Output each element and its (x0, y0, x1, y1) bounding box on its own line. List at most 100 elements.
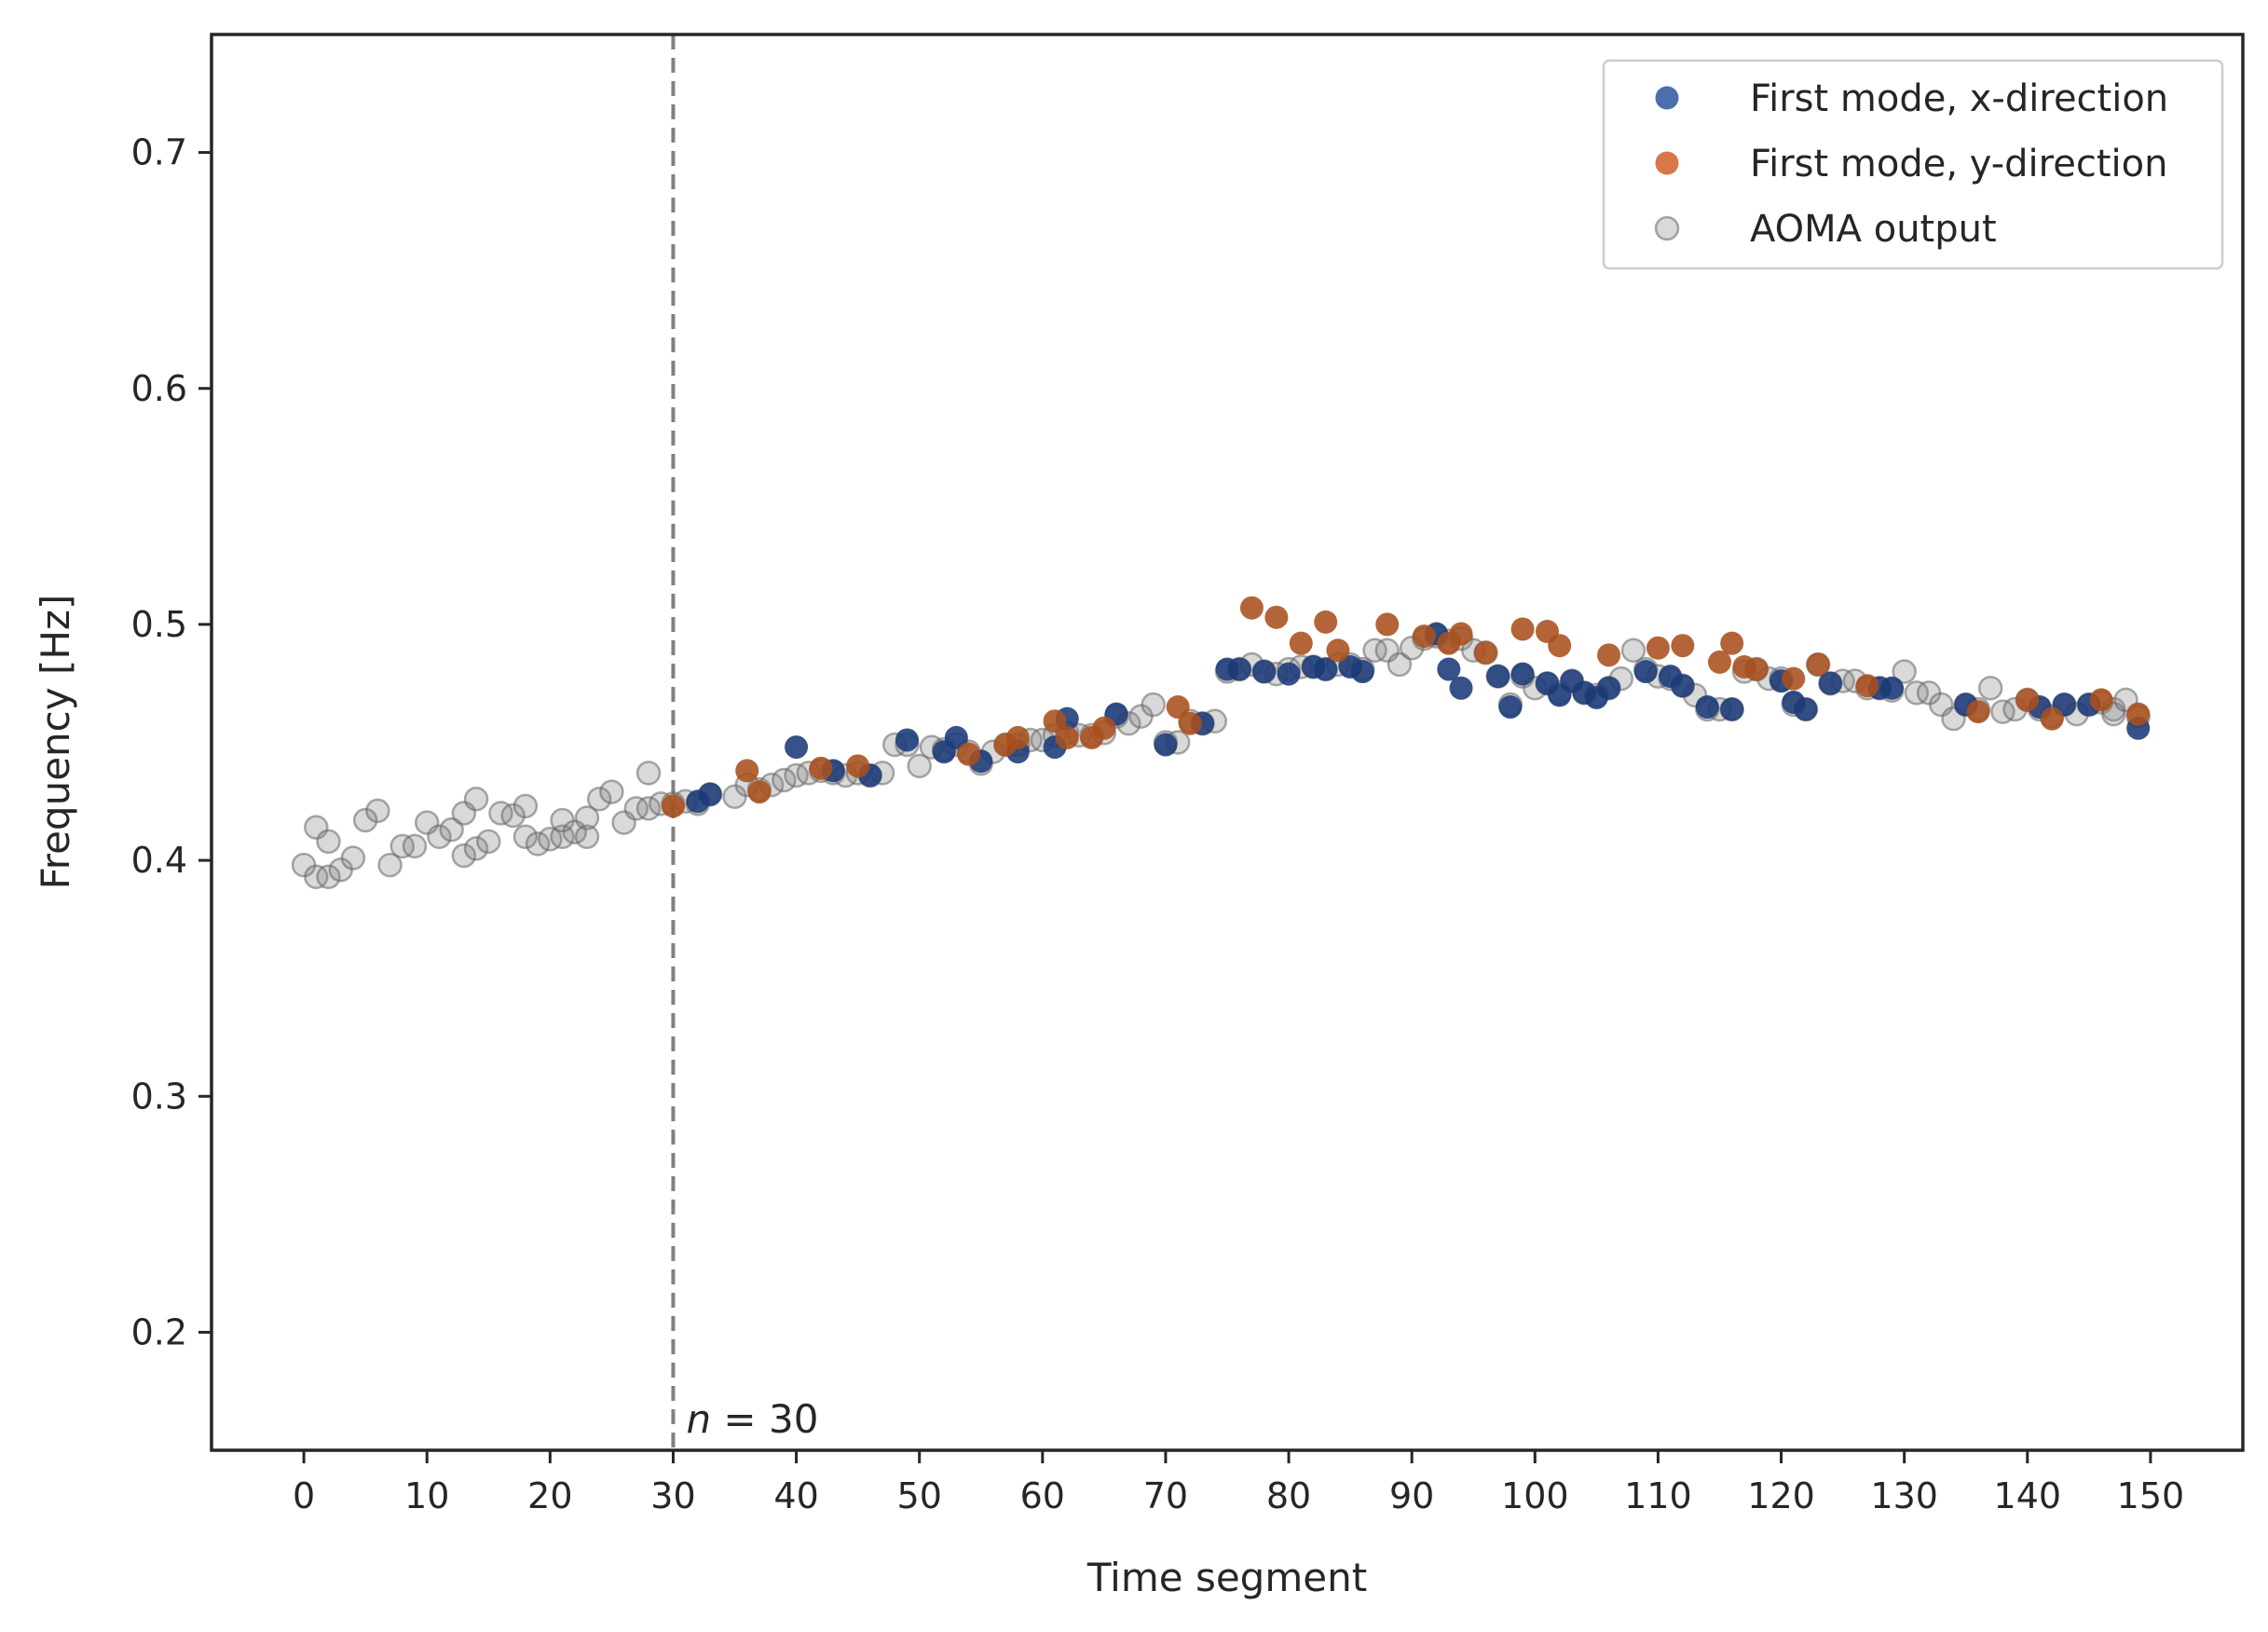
x-axis-title: Time segment (1086, 1555, 1367, 1600)
point-first-mode-y-direction (2015, 688, 2040, 712)
y-tick-label: 0.3 (131, 1076, 187, 1117)
x-tick-label: 100 (1501, 1475, 1569, 1516)
point-first-mode-x-direction (1350, 660, 1374, 684)
x-tick-label: 120 (1747, 1475, 1815, 1516)
point-first-mode-x-direction (1252, 660, 1277, 684)
point-first-mode-y-direction (1239, 596, 1264, 620)
point-first-mode-x-direction (1314, 657, 1338, 681)
x-tick-label: 110 (1624, 1475, 1692, 1516)
x-tick-label: 20 (527, 1475, 572, 1516)
x-tick-label: 130 (1870, 1475, 1938, 1516)
point-first-mode-x-direction (1720, 697, 1744, 721)
point-first-mode-y-direction (1314, 610, 1338, 634)
point-aoma-output (439, 816, 464, 843)
data-points (291, 596, 2151, 890)
point-aoma-output (1977, 676, 2003, 701)
point-aoma-output (599, 779, 624, 804)
point-first-mode-y-direction (809, 756, 833, 780)
point-first-mode-x-direction (1449, 676, 1473, 700)
point-aoma-output (340, 845, 366, 871)
legend: First mode, x-direction First mode, y-dir… (1602, 59, 2224, 270)
point-aoma-output (352, 807, 378, 833)
x-tick-label: 0 (293, 1475, 315, 1516)
legend-label: AOMA output (1750, 208, 1997, 251)
point-aoma-output (1620, 638, 1646, 664)
point-aoma-output (451, 843, 477, 869)
x-tick-label: 150 (2117, 1475, 2185, 1516)
point-first-mode-y-direction (1043, 709, 1067, 734)
point-first-mode-x-direction (1154, 733, 1178, 757)
point-first-mode-x-direction (1695, 695, 1719, 720)
point-aoma-output (476, 829, 501, 855)
plot-area (212, 34, 2243, 1450)
point-first-mode-y-direction (1178, 711, 1202, 735)
point-first-mode-y-direction (1473, 640, 1497, 665)
x-tick-label: 30 (650, 1475, 695, 1516)
x-axis: 0 10 20 30 40 50 60 70 80 90 100 110 120 130 140 150 (293, 1450, 2184, 1516)
point-first-mode-x-direction (1671, 674, 1695, 698)
legend-label: First mode, x-direction (1750, 77, 2168, 120)
point-first-mode-y-direction (1806, 652, 1830, 677)
point-first-mode-x-direction (1633, 660, 1658, 684)
point-aoma-output (463, 836, 489, 861)
point-first-mode-y-direction (2126, 702, 2151, 726)
x-tick-label: 10 (404, 1475, 449, 1516)
y-axis: 0.2 0.3 0.4 0.5 0.6 0.7 (131, 132, 212, 1352)
point-first-mode-y-direction (1548, 634, 1572, 658)
y-tick-label: 0.6 (131, 368, 187, 409)
point-first-mode-y-direction (1744, 657, 1769, 681)
legend-marker (1655, 86, 1679, 110)
point-first-mode-x-direction (1879, 676, 1904, 700)
point-first-mode-y-direction (1855, 674, 1879, 698)
point-aoma-output (635, 761, 662, 786)
point-first-mode-x-direction (1437, 657, 1461, 681)
point-first-mode-x-direction (785, 735, 809, 760)
point-aoma-output (427, 824, 452, 850)
point-first-mode-x-direction (1510, 662, 1535, 686)
point-aoma-output (1141, 692, 1166, 718)
plot-frame (210, 33, 2245, 1452)
point-first-mode-y-direction (1289, 631, 1313, 655)
point-first-mode-y-direction (1166, 695, 1190, 720)
annotation-value: = 30 (711, 1396, 818, 1442)
point-first-mode-y-direction (1005, 725, 1030, 749)
x-tick-label: 140 (1994, 1475, 2062, 1516)
point-aoma-output (586, 787, 612, 812)
x-tick-label: 80 (1266, 1475, 1311, 1516)
point-aoma-output (574, 824, 600, 850)
point-first-mode-x-direction (1498, 695, 1523, 720)
point-first-mode-y-direction (1966, 700, 1990, 724)
point-first-mode-y-direction (2040, 706, 2064, 731)
point-first-mode-y-direction (735, 759, 759, 783)
point-aoma-output (316, 829, 341, 855)
point-first-mode-x-direction (944, 725, 968, 749)
y-tick-label: 0.2 (131, 1311, 187, 1352)
point-aoma-output (907, 753, 932, 779)
y-tick-label: 0.5 (131, 604, 187, 645)
y-tick-label: 0.4 (131, 840, 187, 881)
point-aoma-output (316, 864, 341, 890)
point-first-mode-y-direction (1412, 624, 1436, 649)
point-aoma-output (1387, 651, 1413, 678)
point-first-mode-x-direction (698, 782, 722, 806)
point-first-mode-y-direction (1597, 643, 1621, 667)
point-first-mode-y-direction (1646, 636, 1670, 660)
x-tick-label: 60 (1020, 1475, 1065, 1516)
point-first-mode-x-direction (1486, 665, 1510, 689)
point-first-mode-y-direction (1671, 634, 1695, 658)
point-first-mode-y-direction (1264, 605, 1289, 629)
point-first-mode-y-direction (1055, 725, 1079, 749)
point-aoma-output (463, 787, 489, 812)
point-aoma-output (377, 852, 403, 878)
point-aoma-output (402, 833, 428, 859)
point-first-mode-x-direction (1597, 676, 1621, 700)
point-first-mode-x-direction (1794, 697, 1818, 721)
point-first-mode-y-direction (957, 742, 981, 766)
legend-box (1602, 59, 2224, 270)
annotation-variable: n (686, 1396, 711, 1442)
point-aoma-output (512, 824, 539, 850)
x-tick-label: 40 (773, 1475, 818, 1516)
n-annotation: n = 30 (686, 1396, 818, 1442)
x-tick-label: 50 (897, 1475, 942, 1516)
